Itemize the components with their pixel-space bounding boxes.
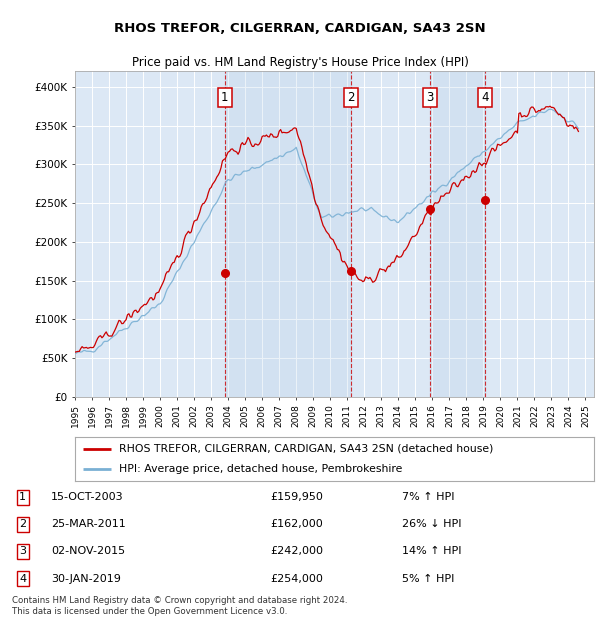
Bar <box>224 71 351 397</box>
Text: HPI: Average price, detached house, Pembrokeshire: HPI: Average price, detached house, Pemb… <box>119 464 403 474</box>
Text: 1: 1 <box>221 91 229 104</box>
Text: 2: 2 <box>347 91 355 104</box>
Text: RHOS TREFOR, CILGERRAN, CARDIGAN, SA43 2SN: RHOS TREFOR, CILGERRAN, CARDIGAN, SA43 2… <box>114 22 486 35</box>
Bar <box>430 71 485 397</box>
Text: 30-JAN-2019: 30-JAN-2019 <box>51 574 121 583</box>
Text: 02-NOV-2015: 02-NOV-2015 <box>51 546 125 556</box>
Text: 5% ↑ HPI: 5% ↑ HPI <box>402 574 454 583</box>
Text: 4: 4 <box>19 574 26 583</box>
Text: £159,950: £159,950 <box>270 492 323 502</box>
Text: 26% ↓ HPI: 26% ↓ HPI <box>402 520 461 529</box>
Text: 2: 2 <box>19 520 26 529</box>
Text: Price paid vs. HM Land Registry's House Price Index (HPI): Price paid vs. HM Land Registry's House … <box>131 56 469 69</box>
Text: Contains HM Land Registry data © Crown copyright and database right 2024.
This d: Contains HM Land Registry data © Crown c… <box>12 596 347 616</box>
Text: £162,000: £162,000 <box>270 520 323 529</box>
Text: RHOS TREFOR, CILGERRAN, CARDIGAN, SA43 2SN (detached house): RHOS TREFOR, CILGERRAN, CARDIGAN, SA43 2… <box>119 444 493 454</box>
Text: 3: 3 <box>19 546 26 556</box>
Text: 25-MAR-2011: 25-MAR-2011 <box>51 520 126 529</box>
Text: 14% ↑ HPI: 14% ↑ HPI <box>402 546 461 556</box>
Text: 1: 1 <box>19 492 26 502</box>
Text: £254,000: £254,000 <box>270 574 323 583</box>
Text: 15-OCT-2003: 15-OCT-2003 <box>51 492 124 502</box>
Text: 4: 4 <box>481 91 488 104</box>
Text: 7% ↑ HPI: 7% ↑ HPI <box>402 492 455 502</box>
Text: 3: 3 <box>426 91 433 104</box>
Text: £242,000: £242,000 <box>270 546 323 556</box>
